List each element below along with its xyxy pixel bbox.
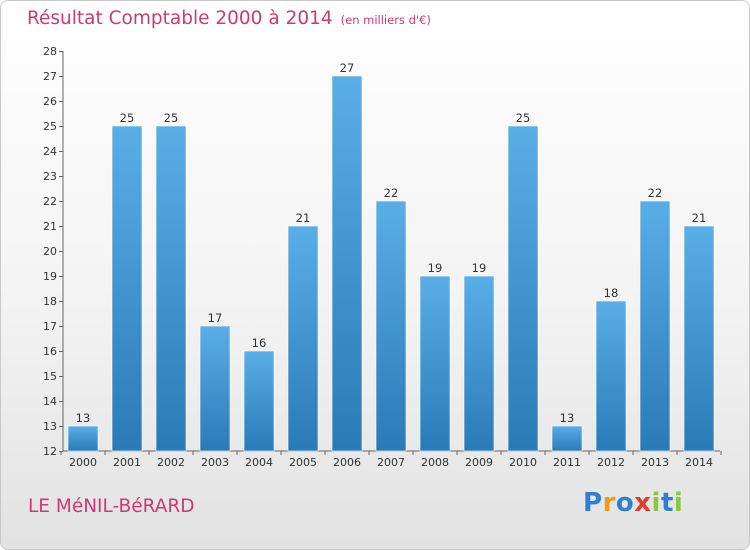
bar (155, 125, 187, 452)
y-tick-label: 25 (43, 120, 57, 133)
bar (639, 200, 671, 452)
x-tick-label: 2011 (553, 456, 581, 469)
logo-letter: x (634, 488, 652, 518)
x-tick-label: 2000 (69, 456, 97, 469)
y-tick-label: 21 (43, 220, 57, 233)
data-label: 17 (208, 311, 223, 325)
x-tick-label: 2003 (201, 456, 229, 469)
bar (419, 275, 451, 452)
bar (67, 425, 99, 452)
bar (507, 125, 539, 452)
data-label: 25 (120, 111, 135, 125)
x-tick-label: 2006 (333, 456, 361, 469)
y-tick-label: 17 (43, 320, 57, 333)
y-tick-label: 13 (43, 420, 57, 433)
bar (111, 125, 143, 452)
chart-labels: 2000 13 2001 25 2002 25 2003 17 2004 16 2005 21 2006… (69, 61, 713, 469)
y-tick-label: 20 (43, 245, 57, 258)
data-label: 21 (692, 211, 707, 225)
data-label: 16 (252, 336, 267, 350)
x-tick-label: 2007 (377, 456, 405, 469)
x-tick-label: 2010 (509, 456, 537, 469)
logo-letter: i (673, 488, 684, 518)
data-label: 13 (76, 411, 91, 425)
data-label: 27 (340, 61, 355, 75)
x-tick-label: 2014 (685, 456, 713, 469)
x-tick-label: 2005 (289, 456, 317, 469)
x-tick-label: 2001 (113, 456, 141, 469)
logo-letter: P (583, 488, 603, 518)
y-tick-label: 22 (43, 195, 57, 208)
y-tick-label: 24 (43, 145, 57, 158)
y-tick-label: 27 (43, 70, 57, 83)
x-tick-label: 2009 (465, 456, 493, 469)
x-tick-label: 2012 (597, 456, 625, 469)
bar (199, 325, 231, 452)
chart-title-main: Résultat Comptable 2000 à 2014 (27, 8, 333, 29)
chart-title: Résultat Comptable 2000 à 2014 (en millie… (27, 8, 431, 29)
y-tick-label: 15 (43, 370, 57, 383)
bar (551, 425, 583, 452)
logo-letter: i (651, 488, 661, 518)
y-tick-label: 14 (43, 395, 57, 408)
x-tick-label: 2013 (641, 456, 669, 469)
y-tick-label: 23 (43, 170, 57, 183)
bar (375, 200, 407, 452)
y-tick-label: 12 (43, 445, 57, 458)
y-tick-label: 19 (43, 270, 57, 283)
y-tick-label: 28 (43, 45, 57, 58)
x-tick-label: 2004 (245, 456, 273, 469)
bar (683, 225, 715, 452)
logo-letter: r (602, 488, 616, 518)
bar (463, 275, 495, 452)
commune-name: LE MéNIL-BéRARD (28, 496, 195, 517)
y-tick-label: 18 (43, 295, 57, 308)
logo-letter: t (660, 488, 674, 518)
data-label: 19 (472, 261, 487, 275)
data-label: 13 (560, 411, 575, 425)
data-label: 18 (604, 286, 619, 300)
chart-title-unit: (en milliers d'€) (340, 13, 431, 27)
y-tick-label: 26 (43, 95, 57, 108)
bar (331, 75, 363, 452)
proxiti-logo[interactable]: Proxiti (583, 488, 683, 518)
data-label: 22 (648, 186, 663, 200)
data-label: 21 (296, 211, 311, 225)
data-label: 22 (384, 186, 399, 200)
x-tick-label: 2008 (421, 456, 449, 469)
bar (243, 350, 275, 452)
chart-bars (67, 75, 715, 452)
data-label: 19 (428, 261, 443, 275)
logo-letter: o (615, 488, 635, 518)
data-label: 25 (516, 111, 531, 125)
y-tick-label: 16 (43, 345, 57, 358)
bar (287, 225, 319, 452)
bar (595, 300, 627, 452)
data-label: 25 (164, 111, 179, 125)
x-tick-label: 2002 (157, 456, 185, 469)
